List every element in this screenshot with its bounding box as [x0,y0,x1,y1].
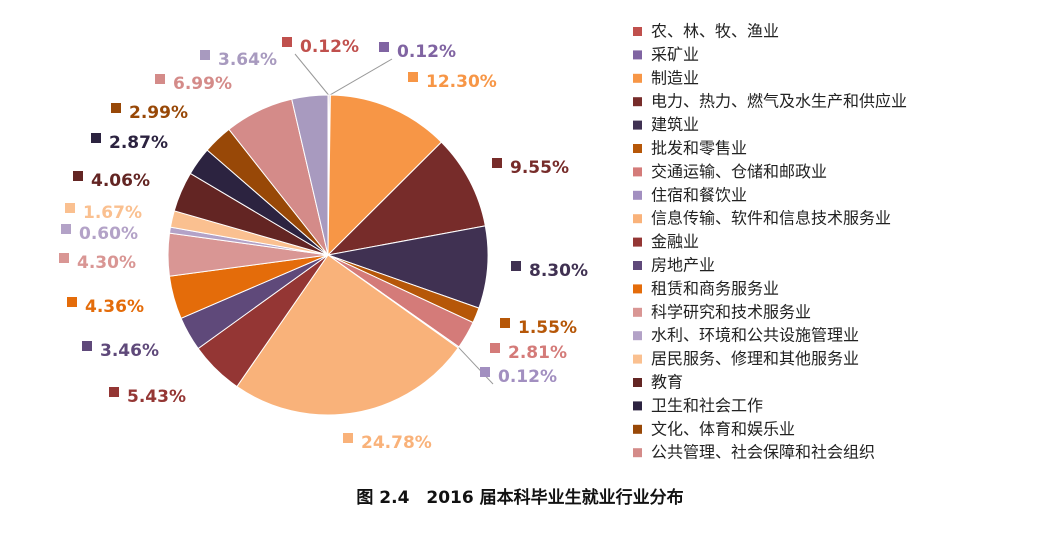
value-label: 0.12% [498,367,557,387]
legend-swatch [633,424,642,434]
legend-swatch [633,261,642,270]
legend-label: 科学研究和技术服务业 [651,302,811,321]
value-label: 6.99% [173,74,232,94]
label-marker [65,203,75,213]
legend-swatch [633,214,642,224]
value-label: 24.78% [361,433,432,453]
legend-swatch [633,144,642,153]
pie-slice [236,254,459,416]
legend-swatch [633,448,642,458]
pie-slice [326,141,486,256]
legend-label: 房地产业 [651,256,715,275]
legend-label: 采矿业 [651,45,699,64]
value-label: 0.12% [397,42,456,62]
label-marker [82,341,92,351]
value-label: 2.87% [109,133,168,153]
label-marker [111,103,121,113]
value-label: 8.30% [529,261,588,281]
legend-swatch [633,73,642,83]
value-label: 4.36% [85,297,144,317]
label-marker [200,50,210,60]
legend-swatch [633,331,642,341]
legend-swatch [633,120,642,130]
label-marker [59,253,69,263]
legend-label: 农、林、牧、渔业 [651,22,779,41]
pie-slice [291,94,329,256]
value-label: 2.81% [508,343,567,363]
legend-label: 金融业 [651,232,699,251]
legend-swatch [633,378,642,387]
legend-label: 公共管理、社会保障和社会组织 [651,443,875,462]
legend-label: 住宿和餐饮业 [651,185,747,204]
label-marker [490,343,500,353]
label-marker [408,72,418,82]
legend-swatch [633,190,642,200]
label-marker [379,42,389,52]
legend-swatch [633,237,642,247]
label-marker [155,74,165,84]
legend-label: 居民服务、修理和其他服务业 [651,349,859,368]
value-label: 3.64% [218,50,277,70]
label-marker [480,367,490,377]
leader-line [458,347,494,385]
leader-line [329,58,393,96]
pie-slice [327,94,443,257]
label-marker [492,158,502,168]
label-marker [91,133,101,143]
legend-label: 制造业 [651,68,699,87]
label-marker [61,224,71,234]
legend-label: 租赁和商务服务业 [651,279,779,298]
value-label: 0.12% [300,37,359,57]
value-label: 5.43% [127,387,186,407]
label-marker [500,318,510,328]
legend-swatch [633,27,642,36]
legend-label: 建筑业 [651,115,699,134]
value-label: 12.30% [426,72,497,92]
label-marker [282,37,292,47]
legend-swatch [633,97,642,107]
legend-label: 批发和零售业 [651,139,747,158]
value-label: 1.55% [518,318,577,338]
label-marker [109,387,119,397]
value-label: 3.46% [100,341,159,361]
chart-title: 图 2.4 2016 届本科毕业生就业行业分布 [356,487,683,508]
value-label: 9.55% [510,158,569,178]
legend-label: 教育 [651,373,683,392]
value-label: 2.99% [129,103,188,123]
legend-label: 卫生和社会工作 [651,396,763,415]
value-label: 4.30% [77,253,136,273]
legend-label: 水利、环境和公共设施管理业 [651,326,859,345]
label-marker [67,297,77,307]
label-marker [343,433,353,443]
legend-label: 信息传输、软件和信息技术服务业 [651,209,891,228]
legend-swatch [633,401,642,411]
value-label: 4.06% [91,171,150,191]
value-label: 1.67% [83,203,142,223]
legend-swatch [633,167,642,177]
legend-swatch [633,284,642,294]
legend-swatch [633,50,642,60]
legend-label: 文化、体育和娱乐业 [651,419,795,438]
label-marker [73,171,83,181]
legend-label: 电力、热力、燃气及水生产和供应业 [651,92,907,111]
leader-line [294,53,329,96]
label-marker [511,261,521,271]
legend-label: 交通运输、仓储和邮政业 [651,162,827,181]
value-label: 0.60% [79,224,138,244]
legend-swatch [633,307,642,317]
legend-swatch [633,354,642,364]
